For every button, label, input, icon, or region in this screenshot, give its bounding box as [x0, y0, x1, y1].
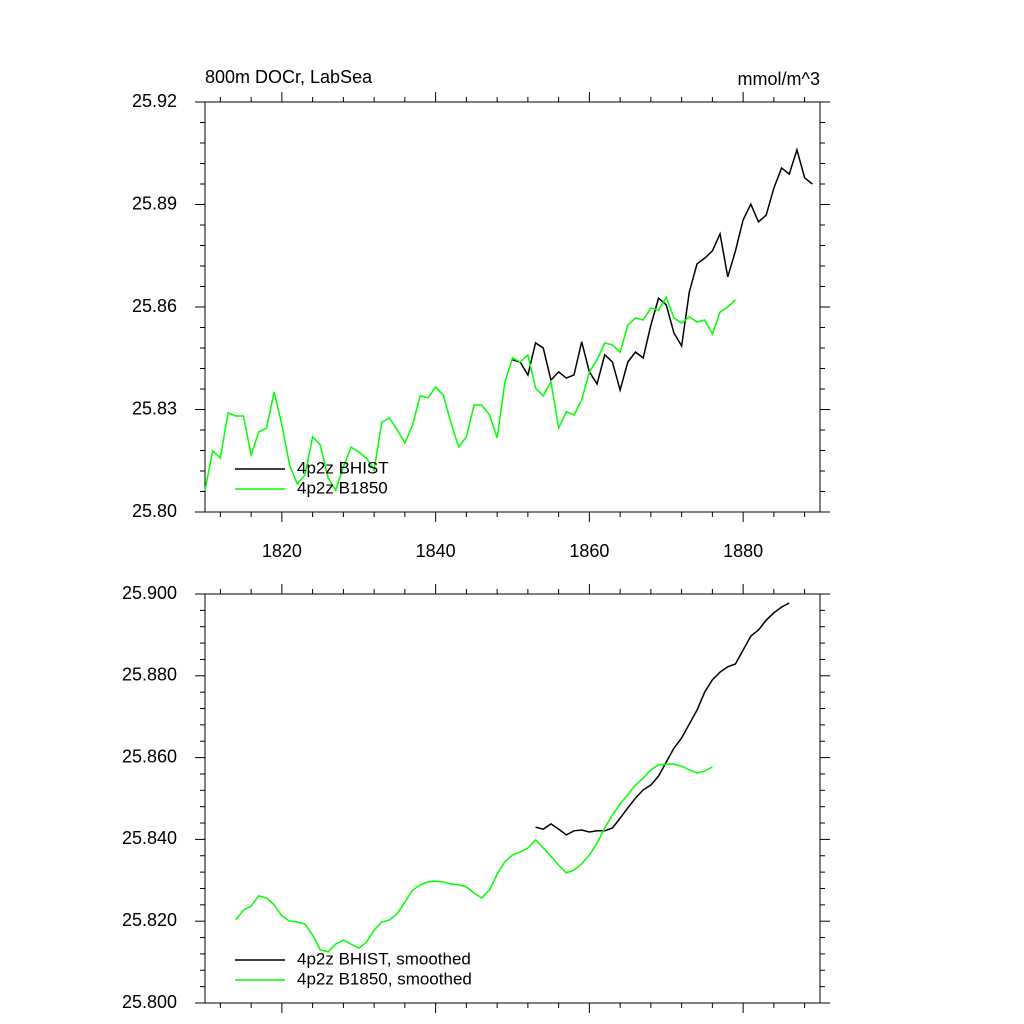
x-tick-label: 1860 — [569, 541, 609, 561]
legend-label: 4p2z BHIST — [297, 458, 389, 477]
x-tick-label: 1840 — [416, 541, 456, 561]
chart-title: 800m DOCr, LabSea — [205, 67, 373, 87]
legend-label: 4p2z B1850, smoothed — [297, 969, 472, 988]
y-tick-label: 25.860 — [122, 746, 177, 766]
x-tick-label: 1820 — [262, 541, 302, 561]
legend-label: 4p2z B1850 — [297, 478, 388, 497]
y-tick-label: 25.83 — [132, 398, 177, 418]
x-tick-label: 1880 — [723, 541, 763, 561]
y-tick-label: 25.900 — [122, 583, 177, 603]
units-label: mmol/m^3 — [738, 69, 820, 89]
y-tick-label: 25.880 — [122, 665, 177, 685]
y-tick-label: 25.89 — [132, 193, 177, 213]
y-tick-label: 25.840 — [122, 828, 177, 848]
y-tick-label: 25.800 — [122, 992, 177, 1012]
series-line — [235, 763, 713, 953]
y-tick-label: 25.92 — [132, 91, 177, 111]
series-line — [204, 295, 736, 492]
plot-frame — [204, 593, 821, 1004]
series-line — [512, 147, 813, 393]
y-tick-label: 25.820 — [122, 910, 177, 930]
y-tick-label: 25.86 — [132, 296, 177, 316]
legend-label: 4p2z BHIST, smoothed — [297, 949, 471, 968]
series-line — [535, 602, 790, 836]
y-tick-label: 25.80 — [132, 501, 177, 521]
